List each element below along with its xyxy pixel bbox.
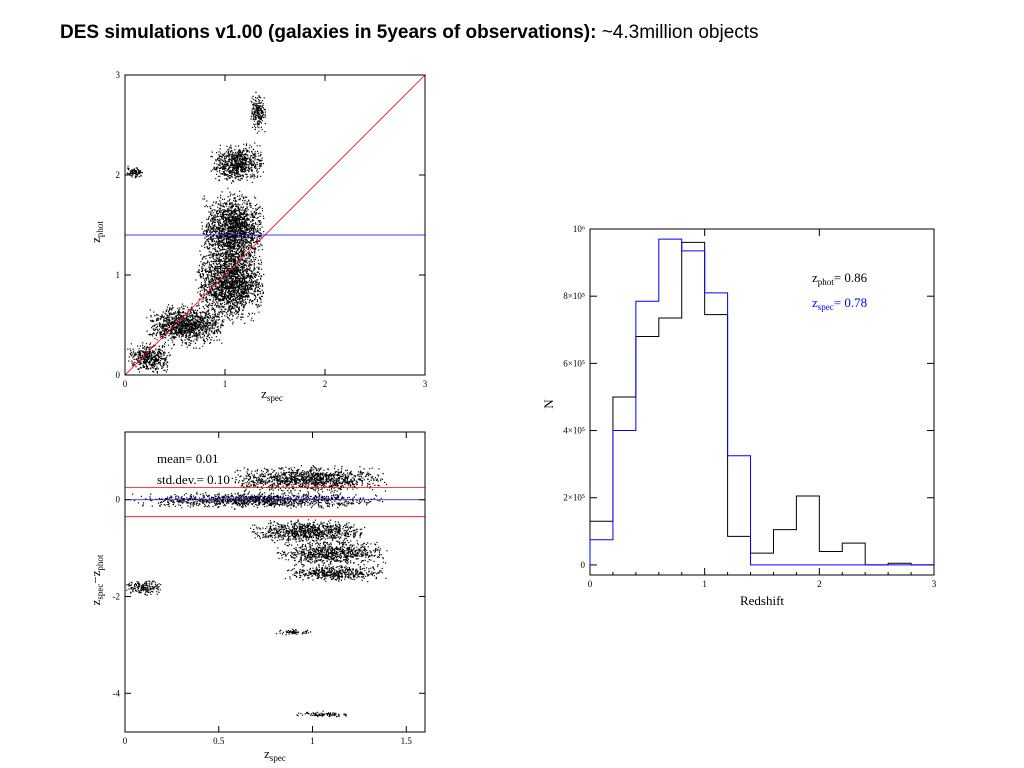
bottom-scatter-density-region [275,628,312,636]
bottom-scatter-xtick-label: 1.5 [401,736,413,746]
hist-xtick-label: 2 [817,579,822,589]
bottom-scatter-density-region [296,710,347,718]
top-diagonal-line [124,74,426,376]
top-scatter-points [201,187,265,273]
bottom-xlabel: zspec [264,746,286,763]
bottom-scatter-xtick-label: 0 [123,736,128,746]
top-scatter-frame [124,74,426,376]
bottom-scatter-ytick-label: -2 [113,592,121,602]
bottom-scatter-xtick-label: 1 [310,736,315,746]
hist-legend-part: spec [818,302,834,312]
hist-series-z-phot [589,241,934,566]
bottom-ylabel-part: phot [95,554,105,571]
hist-xtick-label: 0 [588,579,593,589]
bottom-scatter-density-region [276,539,388,567]
top-scatter-xtick-label: 1 [223,379,228,389]
hist-series-z-spec [589,238,934,566]
top-scatter-xtick-label: 2 [323,379,328,389]
bottom-mean-annotation: mean= 0.01 [157,451,218,466]
bottom-scatter-density-region [132,490,384,510]
hist-ylabel: N [541,399,556,409]
top-ylabel: zphot [88,221,105,243]
bottom-scatter-points [132,490,384,510]
bottom-ylabel-part: spec [95,584,105,600]
hist-legend-entry: zspec= 0.78 [812,295,867,312]
top-scatter-xtick-label: 0 [123,379,128,389]
bottom-scatter-density-region [231,465,388,495]
hist-legend-part: = 0.78 [834,295,867,310]
top-scatter-points [127,342,172,374]
slide-title-normal: ~4.3million objects [596,22,759,43]
bottom-scatter-density-region [126,580,162,596]
bottom-scatter-ytick-label: 0 [116,495,121,505]
slide-title: DES simulations v1.00 (galaxies in 5year… [60,22,759,44]
hist-frame [589,228,935,576]
bottom-scatter-points [126,580,162,596]
top-scatter-points [126,165,143,179]
top-scatter-ytick-label: 2 [116,170,121,180]
slide-title-bold: DES simulations v1.00 (galaxies in 5year… [60,22,597,43]
hist-legend-entry: zphot= 0.86 [812,270,868,287]
top-scatter-density-region [146,303,226,349]
hist-ytick-label: 2×10⁵ [563,493,585,503]
top-xlabel-sub: spec [267,393,283,403]
hist-legend-part: z [812,295,818,310]
top-scatter-density-region [201,187,265,273]
hist-ytick-label: 6×10⁵ [563,358,585,368]
bottom-scatter-points [284,563,387,583]
bottom-scatter-frame [124,431,426,733]
top-scatter-density-region [195,239,265,327]
hist-xtick-label: 3 [932,579,937,589]
top-ylabel-main: z [88,237,103,243]
top-xlabel: zspec [261,386,283,403]
bottom-ylabel: zspec−zphot [88,554,105,605]
bottom-ylabel-part: z [88,599,103,605]
bottom-scatter-points [250,519,366,545]
hist-xtick-label: 1 [702,579,707,589]
bottom-ylabel-part: −z [88,570,103,583]
hist-ytick-label: 0 [581,560,586,570]
top-scatter-xtick-label: 3 [423,379,428,389]
top-xlabel-main: z [261,386,267,401]
top-scatter-ytick-label: 1 [116,270,121,280]
top-scatter-density-region [210,142,265,184]
top-scatter-density-region [126,165,143,179]
top-scatter-points [250,91,266,134]
bottom-scatter-xtick-label: 0.5 [213,736,225,746]
bottom-scatter-points [231,465,388,495]
hist-ytick-label: 8×10⁵ [563,291,585,301]
top-scatter-ytick-label: 0 [116,370,121,380]
bottom-scatter-points [275,628,312,636]
hist-ytick-label: 10⁶ [573,224,585,234]
hist-legend-part: = 0.86 [834,270,868,285]
bottom-scatter-ytick-label: -4 [113,688,121,698]
bottom-xlabel-sub: spec [270,753,286,763]
bottom-scatter-points [276,539,388,567]
bottom-scatter-density-region [250,519,366,545]
top-scatter-density-region [250,91,266,134]
top-scatter-ytick-label: 3 [116,70,121,80]
top-scatter-points [210,142,265,184]
top-scatter-points [195,239,265,327]
bottom-scatter-density-region [284,563,387,583]
bottom-stddev-annotation: std.dev.= 0.10 [157,472,230,487]
top-ylabel-sub: phot [95,221,105,238]
top-scatter-points [146,303,226,349]
hist-xlabel: Redshift [740,593,784,608]
hist-legend-part: phot [818,277,835,287]
bottom-xlabel-main: z [264,746,270,761]
bottom-scatter-points [296,710,347,718]
hist-ytick-label: 4×10⁵ [563,426,585,436]
top-scatter-density-region [127,342,172,374]
hist-legend-part: z [812,270,818,285]
